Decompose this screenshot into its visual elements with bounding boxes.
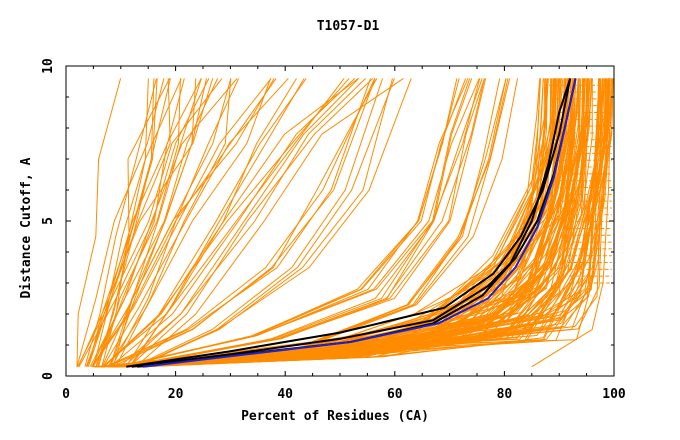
tick-label: 0 — [41, 372, 56, 380]
tick-label: 0 — [62, 387, 70, 402]
series-line-other — [105, 78, 371, 368]
y-axis-label: Distance Cutoff, A — [19, 157, 34, 298]
tick-label: 10 — [41, 58, 56, 74]
tick-label: 20 — [168, 387, 184, 402]
series-line-other — [135, 78, 393, 368]
series-line-other — [102, 78, 289, 367]
tick-label: 100 — [602, 387, 626, 402]
series-line-other — [128, 78, 374, 368]
series-line-other — [119, 78, 360, 368]
series-line-other — [91, 78, 219, 367]
series-line-other — [120, 78, 480, 368]
series-line-other — [114, 78, 609, 368]
series-line-other — [133, 78, 384, 368]
tick-label: 40 — [277, 387, 293, 402]
series-line-other — [84, 78, 157, 367]
series-line-other — [103, 78, 359, 368]
series-line-other — [105, 78, 376, 368]
series-line-other — [76, 78, 122, 367]
axis-ticks: 0 20 40 60 80 100 0 5 10 — [41, 58, 626, 402]
series-line-other — [107, 78, 272, 367]
series-line-other — [85, 78, 149, 367]
series-line-other — [77, 78, 223, 367]
series-line-other — [117, 78, 613, 368]
chart-title: T1057-D1 — [317, 19, 380, 34]
series-line-other — [136, 78, 395, 368]
tick-label: 80 — [497, 387, 513, 402]
plot-area — [76, 77, 614, 368]
tick-label: 60 — [387, 387, 403, 402]
series-line-other — [91, 78, 277, 367]
series-line-other — [86, 78, 185, 367]
series-line-other — [135, 77, 404, 368]
series-line-other — [107, 78, 378, 368]
series-line-other — [115, 78, 232, 367]
series-line-other — [92, 78, 275, 367]
series-line-other — [111, 78, 376, 368]
tick-label: 5 — [41, 217, 56, 225]
series-line-highlight-blue — [142, 78, 577, 368]
series-line-other — [91, 78, 272, 367]
series-line-other — [109, 78, 356, 368]
x-axis-label: Percent of Residues (CA) — [241, 409, 429, 424]
series-line-other — [78, 78, 210, 367]
series-line-other — [123, 78, 366, 368]
series-line-other — [76, 78, 165, 367]
series-line-other — [114, 78, 614, 368]
series-line-other — [129, 78, 485, 368]
series-line-other — [112, 78, 202, 367]
series-line-other — [77, 78, 214, 367]
series-line-highlight-black — [126, 78, 572, 368]
series-line-other — [121, 78, 471, 368]
series-line-other — [127, 78, 586, 368]
